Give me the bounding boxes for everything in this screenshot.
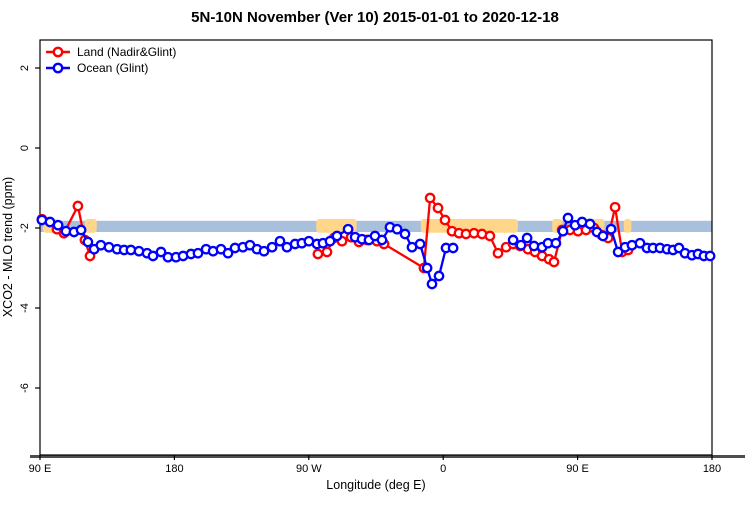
axes-layer: 90 E 180 90 W 0 90 E 180 2 0 -2 -4 -6	[19, 39, 745, 475]
ocean-series-point	[192, 247, 204, 259]
x-tick-label: 90 E	[29, 463, 52, 475]
ocean-series-point	[75, 224, 87, 236]
ocean-series-point	[274, 235, 286, 247]
ocean-series-point	[562, 212, 574, 224]
land-series-point	[548, 256, 560, 268]
x-tick-label: 180	[165, 463, 183, 475]
ocean-series-point	[399, 228, 411, 240]
land-series-point	[424, 192, 436, 204]
legend-label-land: Land (Nadir&Glint)	[77, 45, 176, 59]
ocean-series-point	[521, 232, 533, 244]
x-tick-label: 90 W	[296, 463, 322, 475]
series-layer	[36, 192, 716, 290]
ocean-reference-band	[40, 220, 712, 232]
land-series-point	[492, 247, 504, 259]
ocean-series-point	[342, 223, 354, 235]
ocean-series-point	[331, 230, 343, 242]
land-series-point	[609, 201, 621, 213]
ocean-series-point	[597, 230, 609, 242]
ocean-series-point	[550, 237, 562, 249]
land-series-point	[312, 248, 324, 260]
ocean-series-point	[421, 262, 433, 274]
land-series-point	[321, 246, 333, 258]
ocean-series-point	[155, 246, 167, 258]
legend: Land (Nadir&Glint) Ocean (Glint)	[46, 45, 176, 75]
plot-area	[39, 39, 713, 456]
ocean-series-point	[557, 225, 569, 237]
ocean-series-point	[433, 270, 445, 282]
ocean-series	[36, 212, 716, 290]
x-tick-label: 90 E	[566, 463, 589, 475]
ocean-series-point	[605, 223, 617, 235]
ocean-series-point	[376, 234, 388, 246]
land-series-point	[72, 200, 84, 212]
ocean-series-point	[147, 250, 159, 262]
land-series-point	[484, 230, 496, 242]
land-legend-marker-icon	[52, 46, 64, 58]
y-axis-title: XCO2 - MLO trend (ppm)	[1, 177, 15, 317]
ocean-series-point	[507, 234, 519, 246]
ocean-series-point	[391, 223, 403, 235]
ocean-series-point	[447, 242, 459, 254]
ocean-series-point	[515, 239, 527, 251]
ocean-series-point	[258, 245, 270, 257]
y-tick-label: 0	[19, 145, 31, 151]
x-tick-label: 180	[703, 463, 721, 475]
land-series-point	[432, 202, 444, 214]
ocean-series-point	[426, 278, 438, 290]
ocean-series-point	[82, 236, 94, 248]
x-axis-title: Longitude (deg E)	[326, 478, 425, 492]
legend-item-ocean: Ocean (Glint)	[46, 61, 148, 75]
y-tick-label: -4	[19, 303, 31, 313]
ocean-series-point	[222, 247, 234, 259]
land-reference-band-segment	[623, 219, 632, 233]
ocean-series-point	[584, 218, 596, 230]
y-tick-label: 2	[19, 65, 31, 71]
y-tick-label: -2	[19, 223, 31, 233]
chart-title: 5N-10N November (Ver 10) 2015-01-01 to 2…	[191, 9, 559, 26]
ocean-series-point	[324, 235, 336, 247]
legend-item-land: Land (Nadir&Glint)	[46, 45, 176, 59]
y-tick-label: -6	[19, 383, 31, 393]
land-reference-band-segment	[84, 219, 97, 233]
ocean-series-point	[52, 219, 64, 231]
legend-label-ocean: Ocean (Glint)	[77, 61, 148, 75]
land-series-point	[439, 214, 451, 226]
ocean-series-point	[704, 250, 716, 262]
ocean-series-point	[634, 237, 646, 249]
ocean-legend-marker-icon	[52, 62, 64, 74]
ocean-series-point	[612, 246, 624, 258]
x-tick-label: 0	[440, 463, 446, 475]
ocean-series-point	[414, 238, 426, 250]
ocean-series-point	[266, 241, 278, 253]
